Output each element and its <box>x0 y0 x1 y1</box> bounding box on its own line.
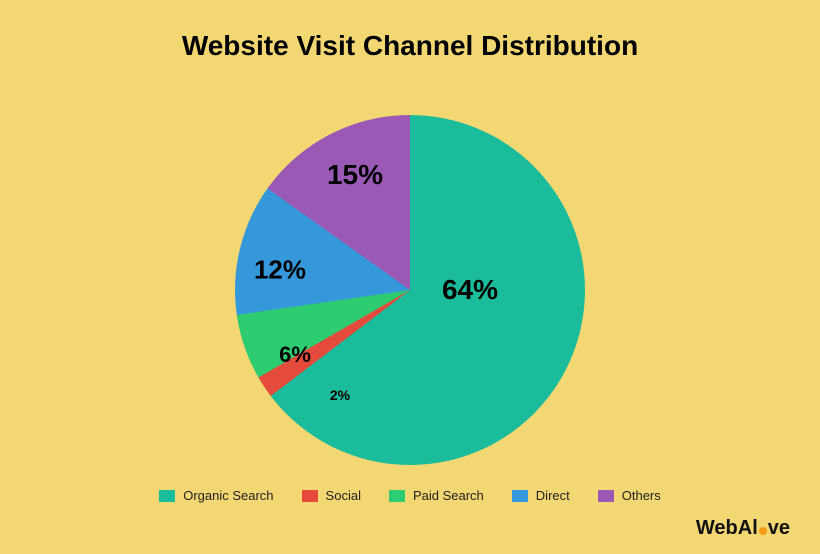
slice-label: 15% <box>327 159 383 191</box>
pie-disc <box>235 115 585 465</box>
chart-title-text: Website Visit Channel Distribution <box>182 30 638 61</box>
legend-swatch <box>598 490 614 502</box>
legend-label: Others <box>622 488 661 503</box>
legend-swatch <box>302 490 318 502</box>
legend-swatch <box>512 490 528 502</box>
chart-title: Website Visit Channel Distribution <box>0 30 820 62</box>
slice-label: 2% <box>330 387 350 403</box>
legend-item: Direct <box>512 488 570 503</box>
slice-label: 12% <box>254 255 306 286</box>
legend-item: Social <box>302 488 361 503</box>
legend-item: Organic Search <box>159 488 273 503</box>
brand-accent-dot <box>759 527 767 535</box>
pie-chart: 64% 2% 6% 12% 15% <box>235 115 585 465</box>
chart-canvas: Website Visit Channel Distribution 64% 2%… <box>0 0 820 554</box>
brand-text-before: WebAl <box>696 517 758 539</box>
brand-logo: WebAlve <box>696 517 790 540</box>
legend-swatch <box>389 490 405 502</box>
legend-label: Paid Search <box>413 488 484 503</box>
slice-label: 64% <box>442 274 498 306</box>
legend-swatch <box>159 490 175 502</box>
legend-item: Others <box>598 488 661 503</box>
legend-label: Organic Search <box>183 488 273 503</box>
brand-text-after: ve <box>768 517 790 539</box>
legend-item: Paid Search <box>389 488 484 503</box>
slice-label: 6% <box>279 342 311 368</box>
legend-label: Direct <box>536 488 570 503</box>
legend-label: Social <box>326 488 361 503</box>
legend: Organic Search Social Paid Search Direct Oth… <box>0 488 820 503</box>
